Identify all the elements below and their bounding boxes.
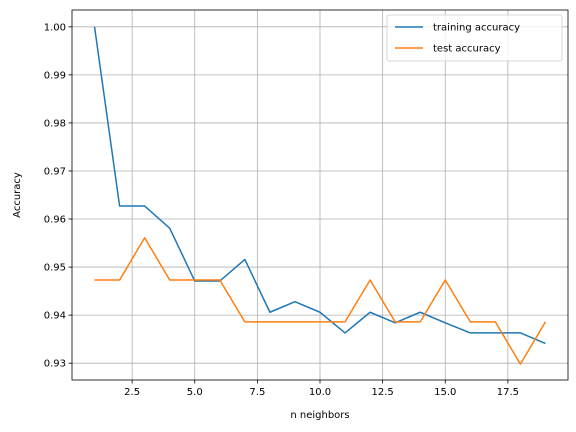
y-tick-label: 0.94 <box>44 311 66 322</box>
legend-box <box>386 14 563 62</box>
x-tick-label: 7.5 <box>249 387 265 398</box>
y-axis-label: Accuracy <box>12 172 23 218</box>
x-axis-label: n neighbors <box>290 410 349 421</box>
legend-label: training accuracy <box>433 23 520 34</box>
x-tick-label: 17.5 <box>497 387 519 398</box>
y-tick-label: 0.98 <box>44 118 66 129</box>
legend-label: test accuracy <box>433 44 501 55</box>
x-tick-label: 10.0 <box>309 387 331 398</box>
legend: training accuracy test accuracy <box>386 14 563 62</box>
series-line-0 <box>93 26 546 345</box>
y-tick-label: 0.99 <box>44 70 66 81</box>
x-tick-label: 15.0 <box>434 387 456 398</box>
y-tick-label: 0.93 <box>44 359 66 370</box>
y-tick-label: 1.00 <box>44 22 66 33</box>
y-tick-label: 0.96 <box>44 215 66 226</box>
series-group <box>93 26 547 365</box>
x-axis: 2.5 5.0 7.5 10.0 12.5 15.0 17.5 <box>124 380 519 398</box>
y-tick-label: 0.95 <box>44 263 66 274</box>
series-line-1 <box>94 237 547 365</box>
x-tick-label: 12.5 <box>371 387 393 398</box>
x-tick-label: 2.5 <box>124 387 140 398</box>
grid <box>72 10 568 380</box>
y-tick-label: 0.97 <box>44 166 66 177</box>
y-axis: 0.93 0.94 0.95 0.96 0.97 0.98 0.99 1.00 <box>44 22 72 370</box>
x-tick-label: 5.0 <box>187 387 203 398</box>
